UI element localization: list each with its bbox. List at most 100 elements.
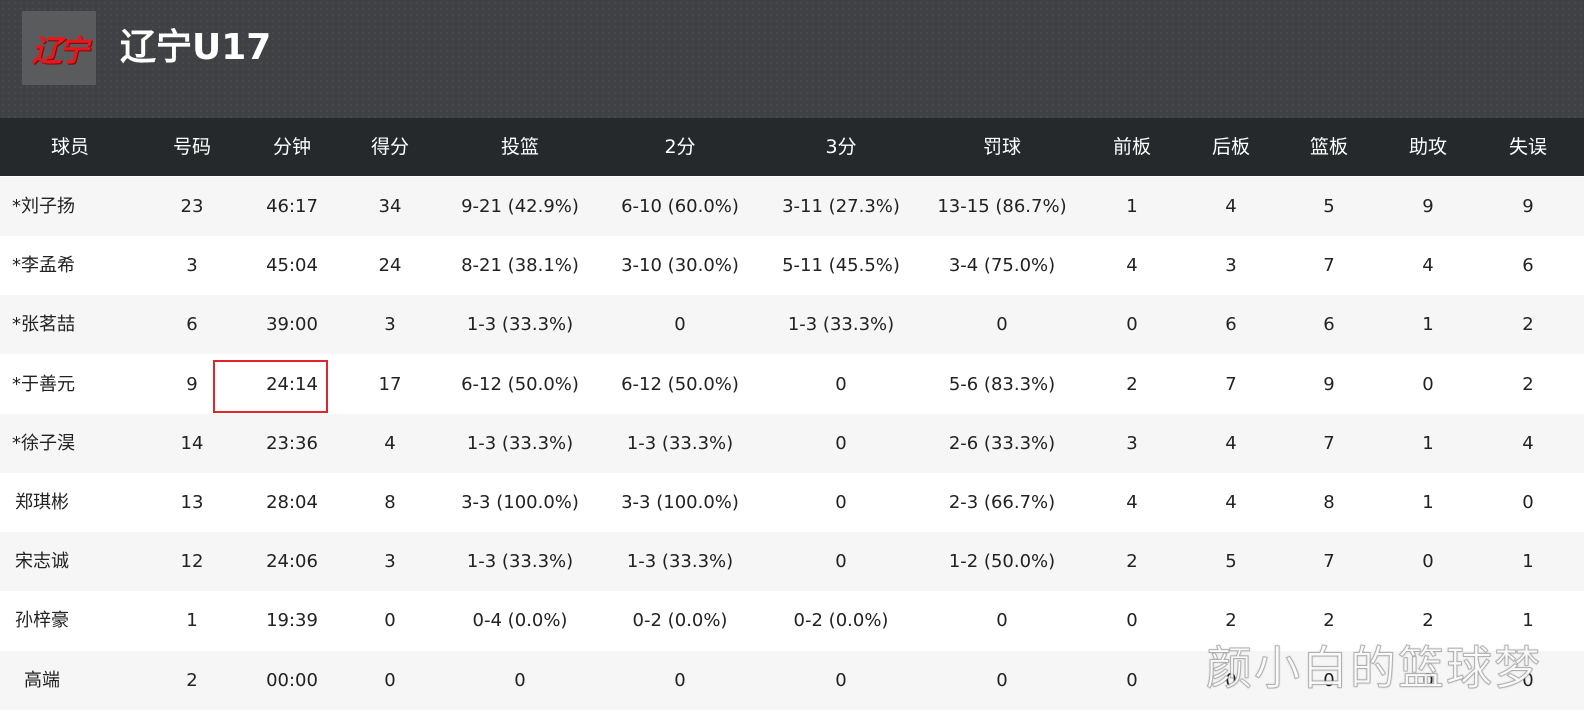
stat-def-reb: 0	[1225, 670, 1237, 691]
stat-three-pt: 0	[835, 374, 847, 395]
stat-fg: 1-3 (33.3%)	[466, 314, 574, 335]
stat-two-pt: 0-2 (0.0%)	[632, 610, 728, 631]
stat-off-reb: 4	[1126, 492, 1138, 513]
stat-ast: 2	[1422, 610, 1434, 631]
watermark: 颜小白的篮球梦	[1206, 641, 1542, 696]
stat-ft: 13-15 (86.7%)	[937, 196, 1067, 217]
stat-number: 9	[186, 374, 198, 395]
player-row: 孙梓豪 1 19:39 0 0-4 (0.0%) 0-2 (0.0%) 0-2 (0.0%)…	[0, 591, 1584, 650]
stat-ft: 1-2 (50.0%)	[948, 551, 1056, 572]
player-name[interactable]: 郑琪彬	[15, 492, 69, 513]
player-row: *刘子扬 23 46:17 34 9-21 (42.9%) 6-10 (60.0%) 3-1…	[0, 177, 1584, 236]
stat-number: 2	[186, 670, 198, 691]
stat-ft: 2-6 (33.3%)	[948, 433, 1056, 454]
stat-def-reb: 7	[1225, 374, 1237, 395]
stat-ast: 9	[1422, 196, 1434, 217]
column-header-points[interactable]: 得分	[370, 136, 409, 158]
stat-reb: 7	[1323, 433, 1335, 454]
column-header-ast[interactable]: 助攻	[1408, 136, 1447, 158]
stat-points: 34	[378, 196, 402, 217]
stat-off-reb: 1	[1126, 196, 1138, 217]
stat-number: 12	[180, 551, 204, 572]
stat-tov: 0	[1522, 492, 1534, 513]
player-name[interactable]: *徐子淏	[12, 433, 75, 454]
stat-three-pt: 0	[835, 433, 847, 454]
stat-off-reb: 0	[1126, 314, 1138, 335]
stat-number: 13	[180, 492, 204, 513]
stat-two-pt: 1-3 (33.3%)	[626, 433, 734, 454]
stat-three-pt: 0	[835, 492, 847, 513]
player-row: 郑琪彬 13 28:04 8 3-3 (100.0%) 3-3 (100.0%) 0 2-3 …	[0, 473, 1584, 532]
stat-off-reb: 0	[1126, 610, 1138, 631]
stat-ft: 5-6 (83.3%)	[948, 374, 1056, 395]
stat-tov: 2	[1522, 374, 1534, 395]
stat-off-reb: 0	[1126, 670, 1138, 691]
stat-three-pt: 3-11 (27.3%)	[782, 196, 900, 217]
player-name[interactable]: 宋志诚	[15, 551, 69, 572]
stat-ft: 2-3 (66.7%)	[948, 492, 1056, 513]
stat-ast: 1	[1422, 314, 1434, 335]
stat-points: 4	[384, 433, 396, 454]
stat-tov: 0	[1522, 670, 1534, 691]
column-header-number[interactable]: 号码	[172, 136, 211, 158]
stat-def-reb: 4	[1225, 433, 1237, 454]
stat-points: 3	[384, 551, 396, 572]
stat-three-pt: 5-11 (45.5%)	[782, 255, 900, 276]
stat-ast: 0	[1422, 551, 1434, 572]
stat-minutes: 24:06	[266, 551, 318, 572]
player-name[interactable]: 高端	[24, 670, 60, 691]
stat-minutes: 28:04	[266, 492, 318, 513]
stat-tov: 9	[1522, 196, 1534, 217]
stat-minutes: 39:00	[266, 314, 318, 335]
stat-reb: 9	[1323, 374, 1335, 395]
column-header-def-reb[interactable]: 后板	[1211, 136, 1250, 158]
column-header-off-reb[interactable]: 前板	[1112, 136, 1151, 158]
stat-def-reb: 5	[1225, 551, 1237, 572]
player-row: 高端 2 00:00 0 0 0 0 0 0 0 0 0 0	[0, 651, 1584, 710]
column-header-ft[interactable]: 罚球	[982, 136, 1021, 158]
player-name[interactable]: *刘子扬	[12, 196, 75, 217]
stat-reb: 8	[1323, 492, 1335, 513]
column-header-three-pt[interactable]: 3分	[825, 136, 857, 158]
stat-tov: 6	[1522, 255, 1534, 276]
team-logo: 辽宁	[22, 11, 96, 85]
player-name[interactable]: *张茗喆	[12, 314, 75, 335]
stat-minutes: 23:36	[266, 433, 318, 454]
column-header-reb[interactable]: 篮板	[1309, 136, 1348, 158]
column-header-minutes[interactable]: 分钟	[272, 136, 311, 158]
stat-def-reb: 4	[1225, 196, 1237, 217]
stat-two-pt: 3-3 (100.0%)	[621, 492, 739, 513]
stat-number: 6	[186, 314, 198, 335]
stat-ast: 4	[1422, 255, 1434, 276]
stat-ft: 0	[996, 670, 1008, 691]
stat-fg: 6-12 (50.0%)	[461, 374, 579, 395]
stat-def-reb: 4	[1225, 492, 1237, 513]
team-logo-text: 辽宁	[32, 34, 89, 69]
player-name[interactable]: 孙梓豪	[15, 610, 69, 631]
stat-ast: 0	[1422, 374, 1434, 395]
stat-number: 14	[180, 433, 204, 454]
stat-def-reb: 6	[1225, 314, 1237, 335]
stat-ft: 0	[996, 314, 1008, 335]
stat-minutes: 24:14	[266, 374, 318, 395]
stat-three-pt: 0	[835, 670, 847, 691]
stat-def-reb: 2	[1225, 610, 1237, 631]
stat-ft: 3-4 (75.0%)	[948, 255, 1056, 276]
stat-off-reb: 2	[1126, 551, 1138, 572]
column-header-fg[interactable]: 投篮	[500, 136, 539, 158]
player-name[interactable]: *李孟希	[12, 255, 75, 276]
stat-fg: 8-21 (38.1%)	[461, 255, 579, 276]
stat-minutes: 19:39	[266, 610, 318, 631]
column-header-tov[interactable]: 失误	[1508, 136, 1547, 158]
player-row: *徐子淏 14 23:36 4 1-3 (33.3%) 1-3 (33.3%) 0 2-6 (…	[0, 414, 1584, 473]
column-header-two-pt[interactable]: 2分	[664, 136, 696, 158]
stat-minutes: 46:17	[266, 196, 318, 217]
stat-three-pt: 1-3 (33.3%)	[787, 314, 895, 335]
column-header-player[interactable]: 球员	[50, 136, 89, 158]
team-name: 辽宁U17	[120, 27, 272, 68]
stat-reb: 5	[1323, 196, 1335, 217]
stat-fg: 3-3 (100.0%)	[461, 492, 579, 513]
player-name[interactable]: *于善元	[12, 374, 75, 395]
team-header: 辽宁 辽宁U17	[0, 0, 1584, 118]
